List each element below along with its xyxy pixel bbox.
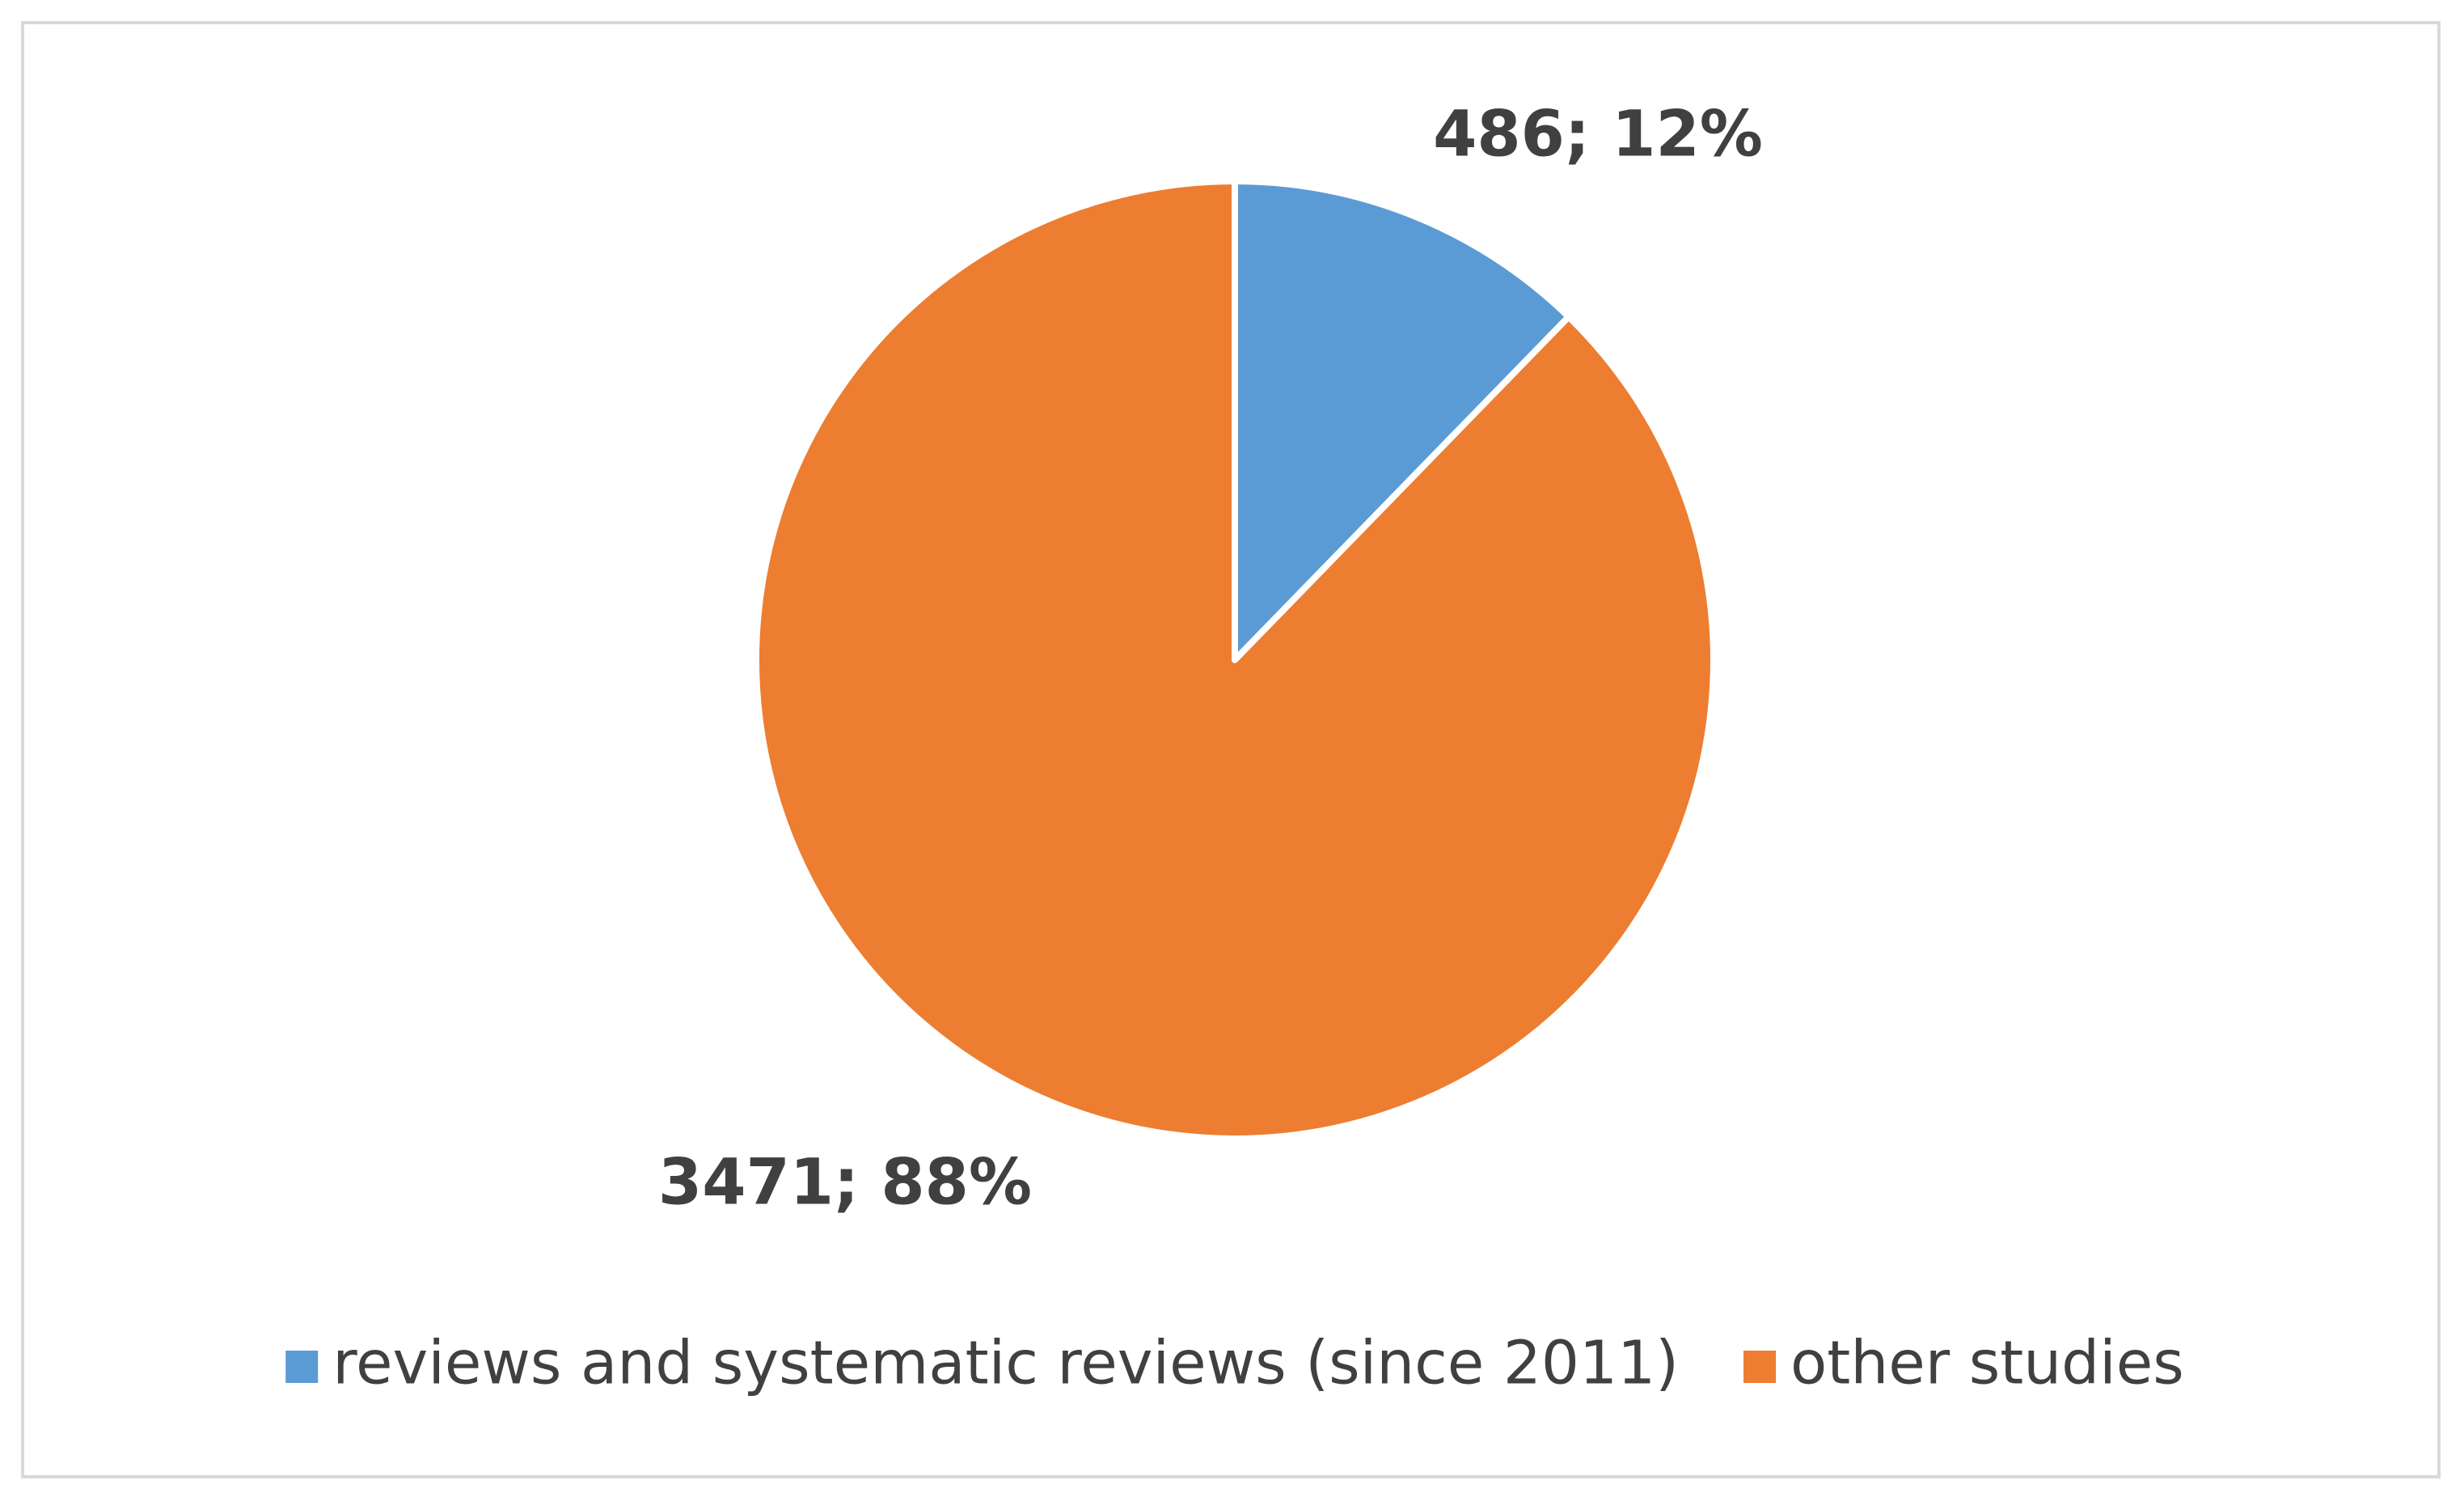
pie-slice [1232,178,1572,663]
data-label: 486; 12% [1433,98,1763,171]
legend-label: other studies [1790,1329,2184,1398]
legend-label: reviews and systematic reviews (since 20… [332,1329,1679,1398]
data-label: 3471; 88% [658,1146,1032,1219]
legend-swatch [285,1351,319,1383]
pie-slice [753,178,1717,1142]
legend-swatch [1743,1351,1777,1383]
